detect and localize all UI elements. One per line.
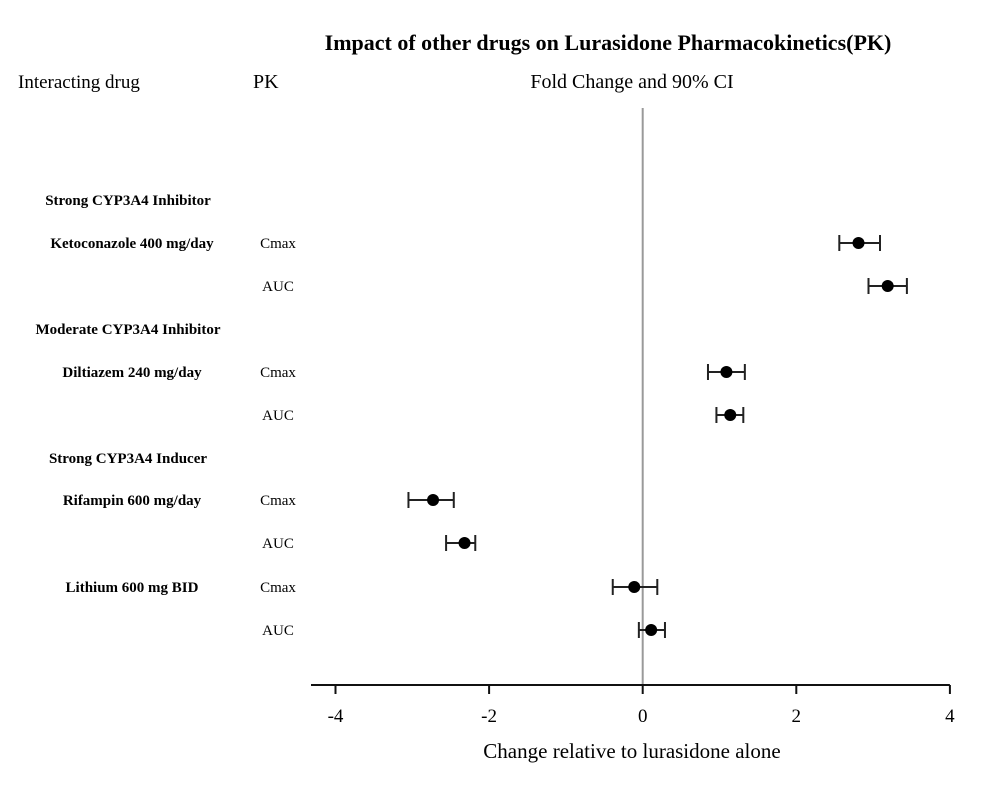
drug-label: Rifampin 600 mg/day xyxy=(63,493,202,509)
header-pk: PK xyxy=(253,71,279,93)
header-interacting-drug: Interacting drug xyxy=(18,72,140,93)
point-estimate xyxy=(724,409,737,421)
x-axis-label: Change relative to lurasidone alone xyxy=(483,739,780,763)
x-tick-label: 2 xyxy=(792,706,802,727)
x-tick-label: -2 xyxy=(481,706,497,727)
pk-label: AUC xyxy=(262,623,294,639)
group-label: Moderate CYP3A4 Inhibitor xyxy=(36,322,221,338)
drug-label: Diltiazem 240 mg/day xyxy=(62,365,202,381)
pk-label: Cmax xyxy=(260,365,296,381)
point-estimate xyxy=(628,581,641,593)
pk-label: AUC xyxy=(262,279,294,295)
pk-label: Cmax xyxy=(260,236,296,252)
drug-label: Ketoconazole 400 mg/day xyxy=(50,236,214,252)
point-estimate xyxy=(645,624,658,636)
drug-label: Lithium 600 mg BID xyxy=(66,580,199,596)
group-label: Strong CYP3A4 Inducer xyxy=(49,451,207,467)
chart-title: Impact of other drugs on Lurasidone Phar… xyxy=(325,30,892,55)
group-label: Strong CYP3A4 Inhibitor xyxy=(45,193,211,209)
point-estimate xyxy=(427,494,440,506)
point-estimate xyxy=(720,366,733,378)
pk-label: Cmax xyxy=(260,580,296,596)
point-estimate xyxy=(881,280,894,292)
pk-label: AUC xyxy=(262,408,294,424)
x-tick-label: 0 xyxy=(638,706,648,727)
pk-label: Cmax xyxy=(260,493,296,509)
point-estimate xyxy=(852,237,865,249)
point-estimate xyxy=(458,537,471,549)
x-tick-label: -4 xyxy=(328,706,344,727)
pk-label: AUC xyxy=(262,536,294,552)
header-effect: Fold Change and 90% CI xyxy=(530,71,733,93)
x-tick-label: 4 xyxy=(945,706,955,727)
